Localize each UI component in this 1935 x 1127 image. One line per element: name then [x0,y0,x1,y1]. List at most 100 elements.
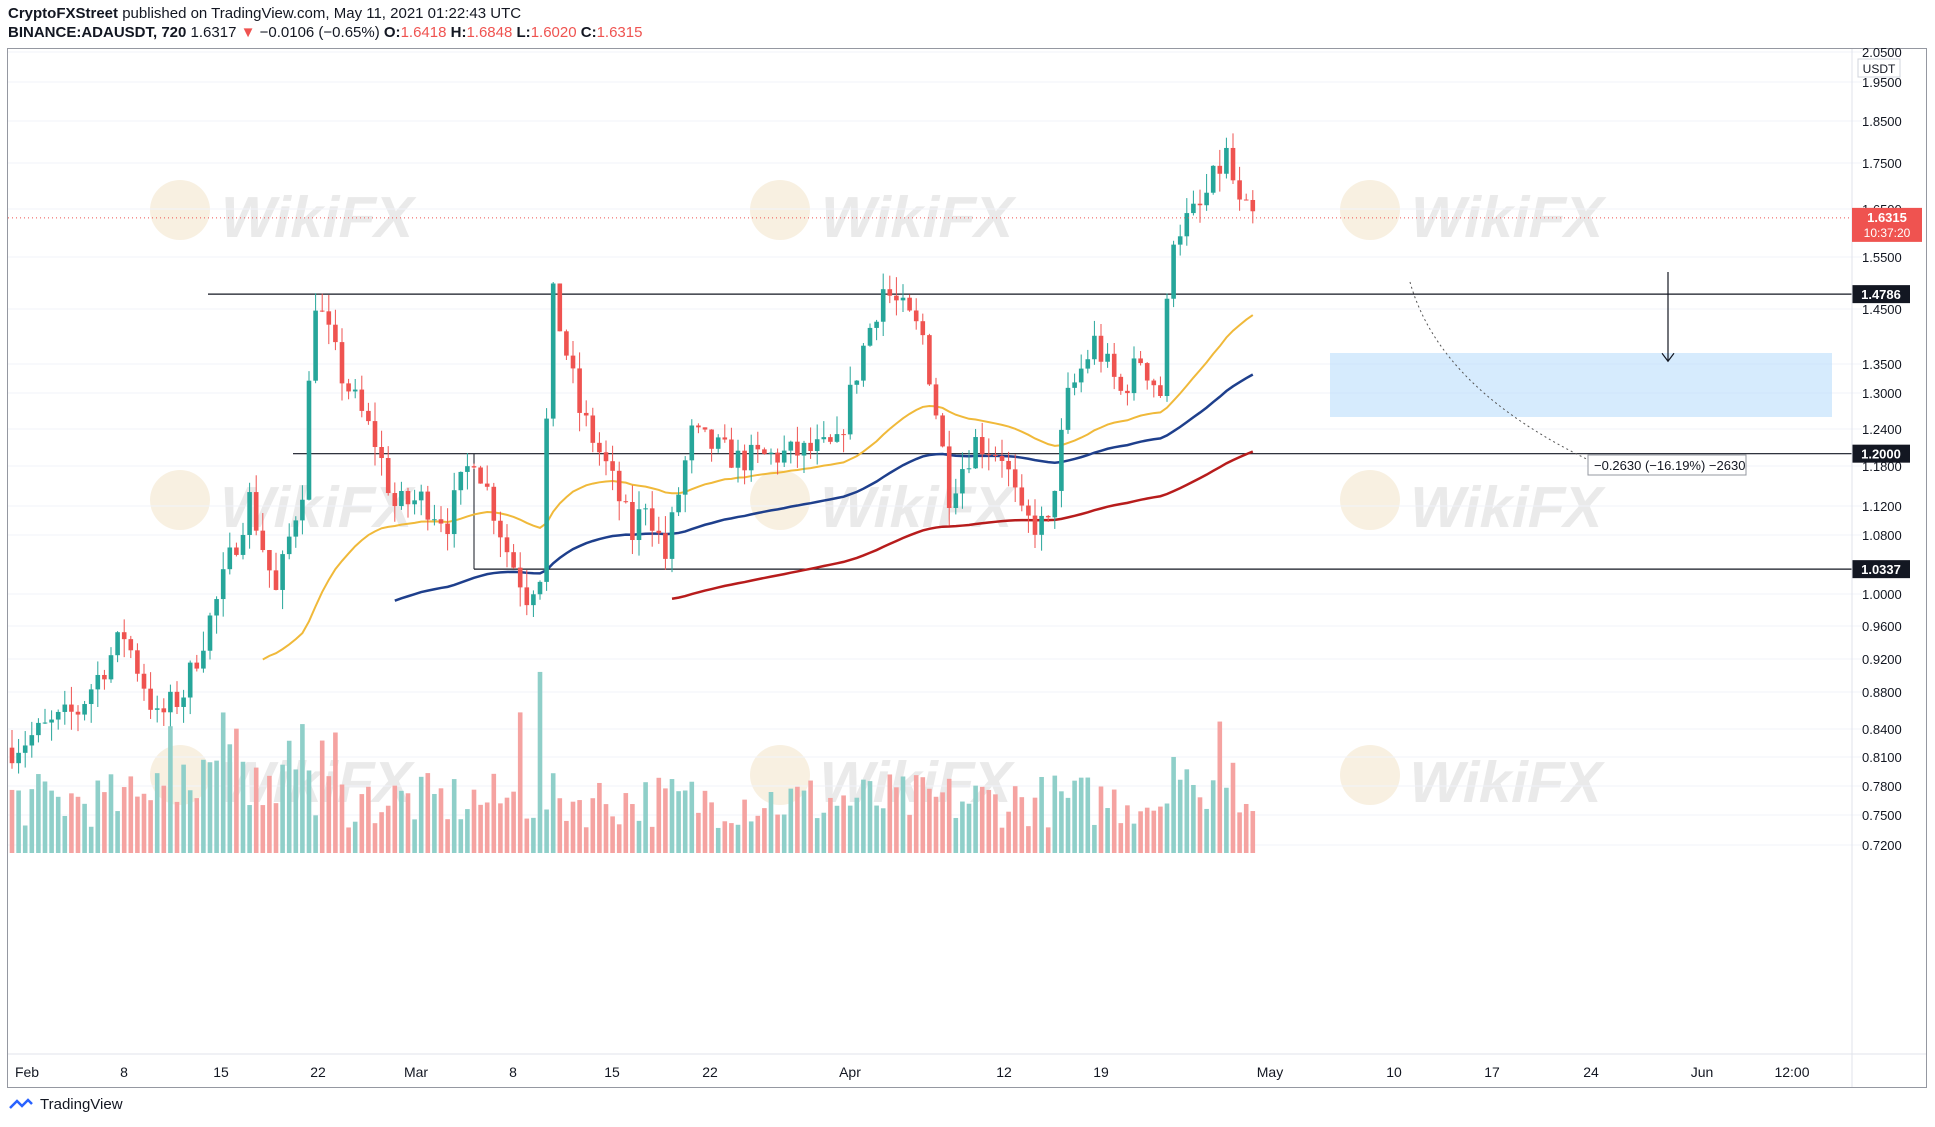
candle-body [550,283,556,419]
volume-bar [174,801,180,853]
candle-body [425,491,431,520]
candle-body [181,697,186,707]
volume-bar [491,773,497,853]
candle-body [385,458,391,494]
low-value: 1.6020 [530,24,577,41]
candle-body [69,704,74,712]
candle-body [927,335,932,385]
volume-bar [148,800,153,853]
candle-body [531,594,536,606]
candle-body [663,533,668,559]
candle-body [1072,382,1077,388]
candle-body [88,689,94,705]
price-tick-label: 1.9500 [1862,75,1902,90]
volume-bar [286,740,292,853]
volume-bar [1158,806,1163,853]
candle-body [729,439,734,468]
candle-body [319,310,325,312]
volume-bar [894,787,899,853]
time-tick-label: Mar [404,1064,428,1080]
volume-bar [715,827,721,853]
candle-body [801,442,807,456]
volume-bar [220,712,226,853]
volume-bar [280,764,285,853]
candle-body [900,297,906,301]
price-axis: 2.05001.95001.85001.75001.65001.55001.45… [1851,45,1922,1087]
candle-body [742,450,747,471]
volume-bar [887,774,893,853]
candle-body [1164,298,1170,397]
watermark-text: WikiFX [813,476,1019,540]
candle-body [966,468,972,470]
candle-body [121,632,127,640]
candle-body [894,295,899,301]
volume-bar [1032,797,1038,853]
time-tick-label: 22 [702,1064,718,1080]
candle-body [82,704,87,715]
volume-bar [960,801,965,853]
candle-body [1191,203,1196,214]
candle-body [973,437,978,469]
candle-body [135,650,140,674]
volume-bar [1039,776,1044,853]
candle-body [1078,368,1084,383]
volume-bar [663,788,668,853]
volume-bar [16,790,21,853]
volume-bar [339,784,345,853]
volume-bar [953,817,959,853]
volume-bar [1204,808,1209,853]
candle-body [524,587,530,606]
candle-body [154,708,160,710]
volume-bar [1085,777,1091,853]
volume-bar [412,819,417,853]
volume-bar [841,795,846,853]
arrow-down-icon [1661,352,1675,363]
volume-bar [788,788,794,853]
volume-bar [755,815,761,853]
volume-bar [900,776,906,853]
volume-bar [504,797,510,853]
volume-bar [531,817,536,853]
candle-body [1059,429,1064,491]
candle-body [161,708,167,713]
volume-bar [762,808,767,853]
volume-bar [253,767,259,853]
time-tick-label: 24 [1583,1064,1599,1080]
volume-bar [861,779,866,853]
footer-brand[interactable]: TradingView [40,1096,123,1113]
chart-frame[interactable] [7,48,1927,1088]
price-tick-label: 0.7800 [1862,779,1902,794]
candle-body [1184,213,1190,237]
candle-body [841,434,846,436]
time-tick-label: 8 [509,1064,517,1080]
publisher-name[interactable]: CryptoFXStreet [8,5,119,22]
volume-bar [933,796,939,853]
volume-bar [425,773,431,853]
measure-label: −0.2630 (−16.19%) −2630 [1594,458,1745,473]
publish-line: CryptoFXStreet published on TradingView.… [8,5,521,23]
candle-body [1111,353,1117,377]
candle-body [148,688,153,710]
volume-bar [979,786,985,853]
candle-body [498,520,503,538]
volume-bar [445,819,450,853]
candle-body [696,425,701,428]
candle-body [1019,487,1025,506]
volume-bar [1230,762,1236,853]
volume-bar [300,724,305,853]
candle-body [590,415,596,443]
countdown-label: 10:37:20 [1864,226,1911,240]
candle-body [399,490,404,507]
candle-body [339,342,345,384]
time-tick-label: Feb [15,1064,39,1080]
volume-bar [418,776,424,853]
candle-body [273,570,279,590]
candle-body [887,289,893,296]
volume-bar [808,780,813,853]
candle-body [623,501,629,503]
volume-bar [689,781,695,853]
candle-body [953,493,959,508]
candle-body [333,324,338,343]
candle-body [227,547,233,570]
